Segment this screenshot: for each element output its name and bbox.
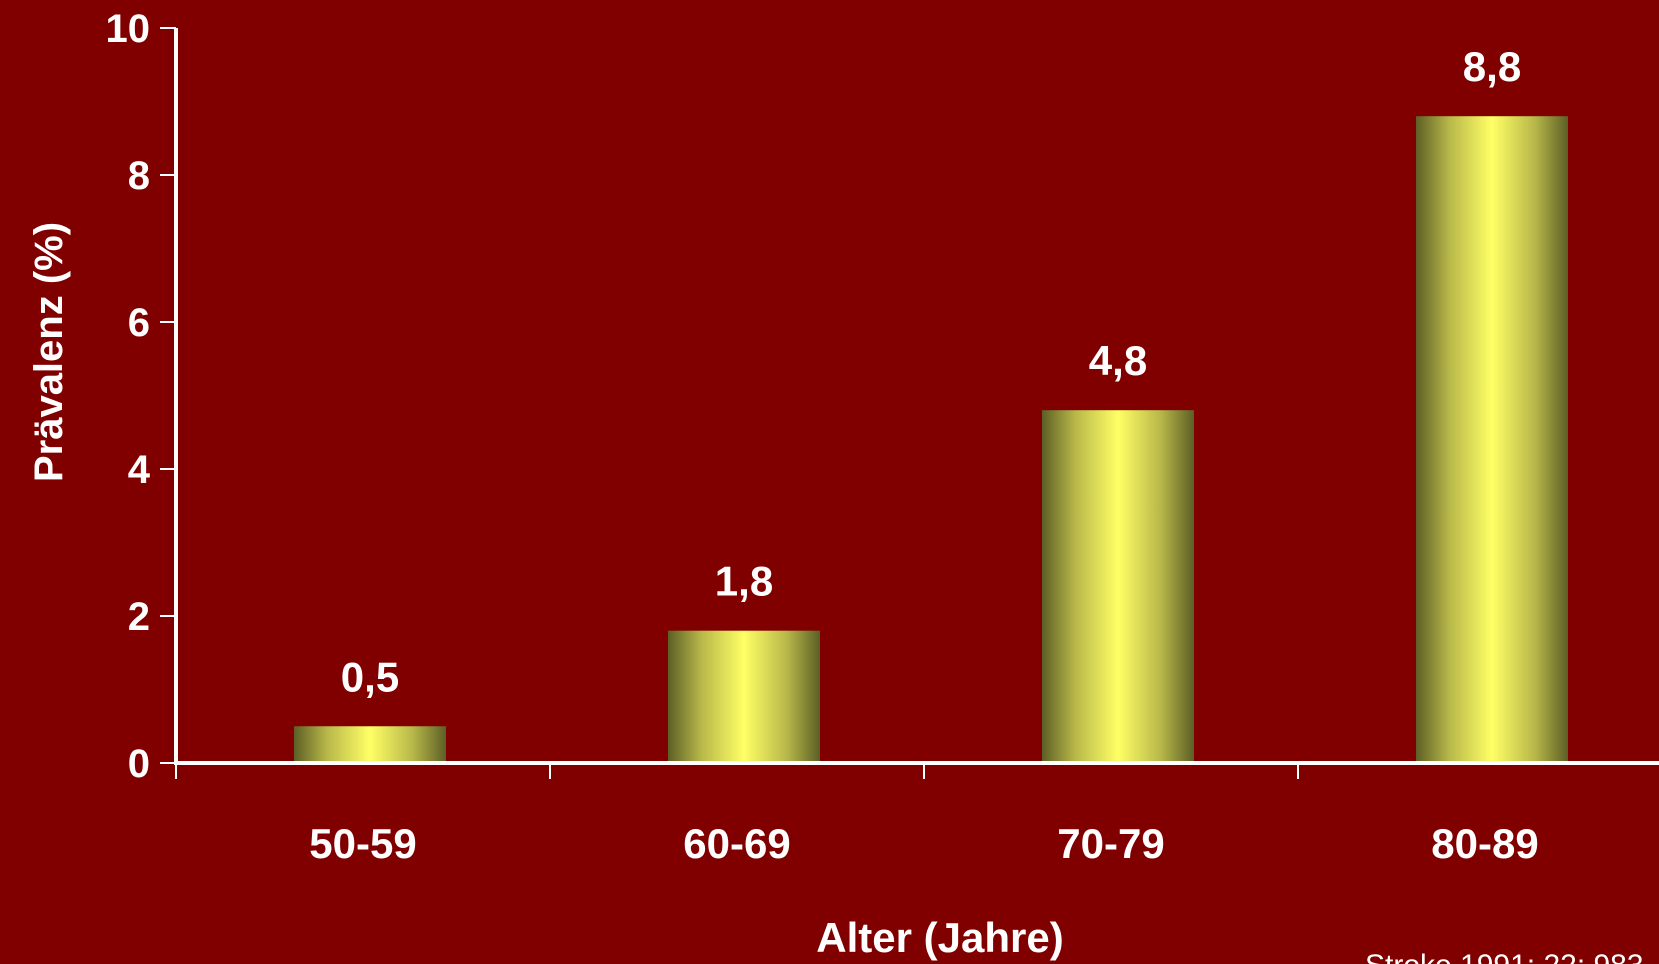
value-label-50-59: 0,5: [341, 653, 399, 700]
x-tick-label-70-79: 70-79: [1057, 820, 1164, 867]
value-label-70-79: 4,8: [1089, 337, 1147, 384]
y-tick-label-4: 4: [128, 448, 151, 492]
x-tick-label-50-59: 50-59: [309, 820, 416, 867]
y-tick-label-0: 0: [128, 742, 150, 786]
y-tick-label-10: 10: [106, 7, 151, 51]
y-tick-label-8: 8: [128, 154, 150, 198]
bar-50-59: [294, 726, 446, 763]
axes-group: [174, 28, 1659, 765]
y-ticks-group: 0 2 4 6 8 10: [106, 7, 176, 786]
value-labels-group: 0,5 1,8 4,8 8,8: [341, 43, 1521, 700]
x-axis-label: Alter (Jahre): [816, 914, 1063, 961]
bars-group: [294, 116, 1568, 763]
x-tick-label-60-69: 60-69: [683, 820, 790, 867]
value-label-80-89: 8,8: [1463, 43, 1521, 90]
bar-70-79: [1042, 410, 1194, 763]
source-note: Stroke 1991; 22: 983: [1365, 949, 1644, 964]
bar-80-89: [1416, 116, 1568, 763]
value-label-60-69: 1,8: [715, 558, 773, 605]
y-tick-label-6: 6: [128, 301, 150, 345]
y-axis-label: Prävalenz (%): [27, 222, 71, 482]
x-ticks-group: 50-59 60-69 70-79 80-89: [175, 763, 1539, 867]
x-tick-label-80-89: 80-89: [1431, 820, 1538, 867]
y-tick-label-2: 2: [128, 595, 150, 639]
bar-60-69: [668, 630, 820, 763]
